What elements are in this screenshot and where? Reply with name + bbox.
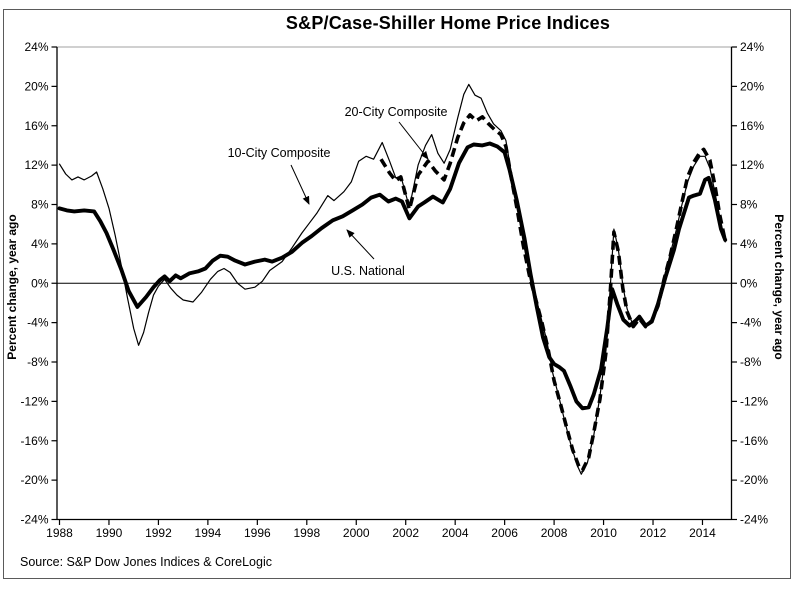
y-tick-label-left: 0%	[31, 276, 49, 290]
y-tick-label-right: -20%	[740, 473, 768, 487]
annotation-arrow	[290, 164, 310, 205]
y-tick-label-left: -24%	[20, 513, 48, 527]
y-axis-title-left: Percent change, year ago	[5, 214, 19, 359]
annotation-arrow	[398, 121, 429, 160]
x-tick-label: 1988	[46, 526, 73, 540]
y-tick-label-left: 24%	[24, 40, 48, 54]
series-label: 10-City Composite	[228, 146, 331, 160]
x-tick-label: 2010	[590, 526, 617, 540]
y-tick-label-left: -4%	[27, 316, 49, 330]
x-tick-label: 2000	[343, 526, 370, 540]
y-tick-label-left: 12%	[24, 158, 48, 172]
chart-title: S&P/Case-Shiller Home Price Indices	[285, 13, 611, 33]
series-label: U.S. National	[331, 264, 405, 278]
x-tick-label: 1994	[195, 526, 222, 540]
y-tick-label-right: -24%	[740, 513, 768, 527]
y-tick-label-left: 20%	[24, 79, 48, 93]
y-tick-label-right: -8%	[740, 355, 762, 369]
y-tick-label-left: -16%	[20, 434, 48, 448]
x-tick-label: 2006	[491, 526, 518, 540]
axes-layer: 24% 24% 20% 20% 16% 16% 12% 12% 8% 8% 4% 4% 0% 0% -4% -…	[5, 40, 786, 540]
y-tick-label-right: 16%	[740, 119, 764, 133]
source-note: Source: S&P Dow Jones Indices & CoreLogi…	[20, 555, 272, 569]
y-tick-label-right: 0%	[740, 276, 758, 290]
x-tick-label: 2008	[541, 526, 568, 540]
series-layer	[57, 83, 728, 475]
x-tick-label: 2012	[640, 526, 667, 540]
y-tick-label-right: 8%	[740, 198, 758, 212]
annotation-arrow	[346, 229, 375, 260]
x-tick-label: 1996	[244, 526, 271, 540]
y-tick-label-right: 12%	[740, 158, 764, 172]
y-tick-label-right: 4%	[740, 237, 758, 251]
y-tick-label-right: 24%	[740, 40, 764, 54]
x-tick-label: 1998	[293, 526, 320, 540]
y-tick-label-right: -4%	[740, 316, 762, 330]
y-tick-label-left: 16%	[24, 119, 48, 133]
x-tick-label: 1992	[145, 526, 172, 540]
x-tick-label: 2004	[442, 526, 469, 540]
y-tick-label-left: -12%	[20, 394, 48, 408]
x-tick-label: 1990	[96, 526, 123, 540]
y-tick-label-right: -16%	[740, 434, 768, 448]
y-tick-label-right: 20%	[740, 79, 764, 93]
series-line-20-city-composite	[379, 113, 727, 473]
x-tick-label: 2014	[689, 526, 716, 540]
series-label: 20-City Composite	[345, 105, 448, 119]
y-tick-label-left: -8%	[27, 355, 49, 369]
y-axis-title-right: Percent change, year ago	[772, 214, 786, 359]
annotation-layer: 20-City Composite 10-City Composite U.S. N…	[228, 105, 448, 278]
x-tick-label: 2002	[392, 526, 419, 540]
y-tick-label-right: -12%	[740, 394, 768, 408]
y-tick-label-left: 8%	[31, 198, 49, 212]
y-tick-label-left: 4%	[31, 237, 49, 251]
series-line-u-s-national	[57, 141, 728, 411]
y-tick-label-left: -20%	[20, 473, 48, 487]
